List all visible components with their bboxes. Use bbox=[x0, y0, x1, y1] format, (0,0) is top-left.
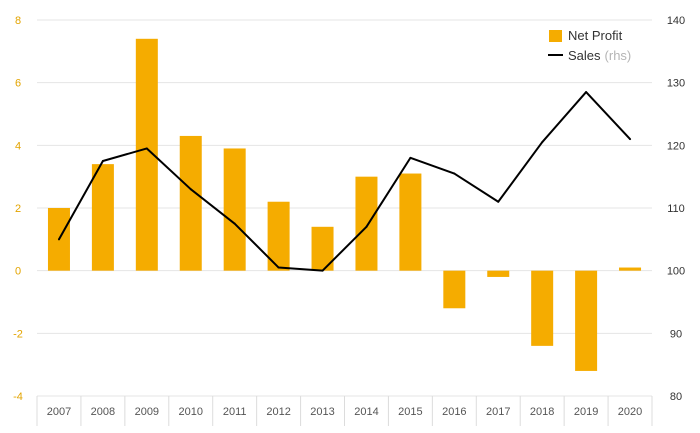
y-right-tick-label: 90 bbox=[670, 328, 682, 340]
x-tick-label: 2020 bbox=[618, 406, 642, 418]
x-tick-label: 2010 bbox=[179, 406, 203, 418]
bar-net-profit bbox=[311, 226, 334, 271]
point-sales bbox=[57, 238, 60, 241]
point-sales bbox=[585, 91, 588, 94]
bar-net-profit bbox=[135, 38, 158, 271]
bar-net-profit bbox=[487, 270, 510, 277]
point-sales bbox=[497, 200, 500, 203]
net-profit-bars bbox=[47, 38, 642, 371]
bar-net-profit bbox=[267, 201, 290, 271]
point-sales bbox=[145, 147, 148, 150]
x-tick-label: 2019 bbox=[574, 406, 598, 418]
y-right-tick-label: 100 bbox=[667, 266, 685, 278]
bar-net-profit bbox=[399, 173, 422, 271]
bar-net-profit bbox=[531, 270, 554, 346]
x-tick-label: 2014 bbox=[354, 406, 378, 418]
sales-line-layer bbox=[57, 91, 632, 272]
y-left-tick-label: 4 bbox=[15, 140, 21, 152]
line-sales bbox=[58, 91, 631, 272]
axes: -4 -2 0 2 4 6 8 80 90 100 110 120 130 140 2007 2008 2009… bbox=[13, 15, 685, 418]
y-right-tick-label: 120 bbox=[667, 140, 685, 152]
x-tick-label: 2017 bbox=[486, 406, 510, 418]
legend-label-sales-name: Sales bbox=[568, 48, 601, 63]
point-sales bbox=[541, 141, 544, 144]
point-sales bbox=[277, 266, 280, 269]
x-tick-label: 2018 bbox=[530, 406, 554, 418]
x-tick-label: 2008 bbox=[91, 406, 115, 418]
point-sales bbox=[321, 269, 324, 272]
bar-net-profit bbox=[575, 270, 598, 371]
y-left-tick-label: -4 bbox=[13, 391, 23, 403]
y-left-tick-label: 0 bbox=[15, 266, 21, 278]
gridlines bbox=[36, 19, 653, 426]
bar-net-profit bbox=[91, 164, 114, 271]
point-sales bbox=[453, 172, 456, 175]
y-left-tick-label: -2 bbox=[13, 328, 23, 340]
y-right-tick-label: 140 bbox=[667, 15, 685, 27]
x-tick-label: 2012 bbox=[266, 406, 290, 418]
legend-label-net-profit: Net Profit bbox=[568, 28, 623, 43]
x-tick-label: 2013 bbox=[310, 406, 334, 418]
bar-net-profit bbox=[179, 135, 202, 271]
x-tick-label: 2015 bbox=[398, 406, 422, 418]
x-tick-label: 2007 bbox=[47, 406, 71, 418]
y-left-tick-label: 8 bbox=[15, 15, 21, 27]
x-tick-label: 2011 bbox=[223, 406, 247, 418]
bar-net-profit bbox=[443, 270, 466, 309]
y-right-tick-label: 130 bbox=[667, 78, 685, 90]
y-left-tick-label: 2 bbox=[15, 203, 21, 215]
bar-net-profit bbox=[223, 148, 246, 271]
y-right-tick-label: 110 bbox=[667, 203, 685, 215]
y-left-tick-label: 6 bbox=[15, 78, 21, 90]
bar-net-profit bbox=[355, 176, 378, 271]
point-sales bbox=[233, 222, 236, 225]
point-sales bbox=[189, 188, 192, 191]
point-sales bbox=[101, 160, 104, 162]
legend-swatch-net-profit bbox=[549, 30, 562, 42]
point-sales bbox=[365, 225, 368, 228]
legend-label-sales: Sales (rhs) bbox=[568, 48, 631, 63]
point-sales bbox=[409, 156, 412, 159]
y-right-tick-label: 80 bbox=[670, 391, 682, 403]
legend: Net Profit Sales (rhs) bbox=[548, 28, 631, 63]
bar-net-profit bbox=[619, 267, 642, 271]
x-tick-label: 2009 bbox=[135, 406, 159, 418]
point-sales bbox=[629, 138, 632, 141]
x-tick-label: 2016 bbox=[442, 406, 466, 418]
legend-label-sales-suffix: (rhs) bbox=[605, 48, 632, 63]
